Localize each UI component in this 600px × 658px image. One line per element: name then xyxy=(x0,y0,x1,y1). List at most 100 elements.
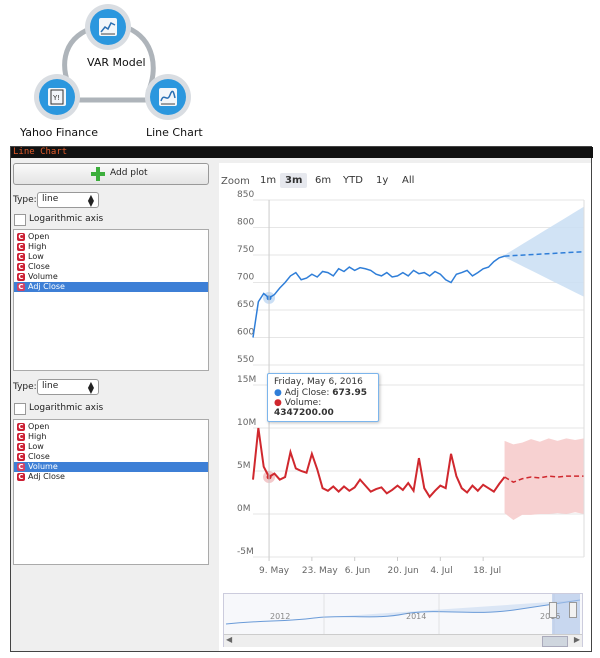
column-icon: C xyxy=(17,263,25,271)
log-axis-label-1: Logarithmic axis xyxy=(29,214,104,224)
x-tick-label: 20. Jun xyxy=(388,566,419,576)
line-chart-icon xyxy=(159,88,177,106)
navigator-handle-right[interactable] xyxy=(569,602,577,618)
series-list-2[interactable]: C Open C High C Low C Close C Volume C Adj Clo… xyxy=(13,419,209,565)
y-tick-label: 650 xyxy=(237,300,254,310)
forecast-band xyxy=(504,438,584,521)
list-item-selected[interactable]: C Adj Close xyxy=(14,282,208,292)
plus-icon xyxy=(91,167,105,181)
node-yahoo-finance[interactable]: Y! xyxy=(34,74,80,120)
column-icon: C xyxy=(17,243,25,251)
nav-year-2012: 2012 xyxy=(270,612,291,621)
tooltip-series1: ● Adj Close: 673.95 xyxy=(274,388,367,398)
log-axis-checkbox-2[interactable] xyxy=(14,403,26,415)
tooltip-date: Friday, May 6, 2016 xyxy=(274,377,363,387)
series-line xyxy=(252,427,506,499)
window-title: Line Chart xyxy=(11,147,593,158)
updown-arrows-icon: ▲ xyxy=(87,380,94,389)
column-icon: C xyxy=(17,233,25,241)
type-select-1-value: line xyxy=(42,194,59,204)
forecast-line xyxy=(504,475,584,484)
scroll-right-icon[interactable]: ▶ xyxy=(573,635,580,644)
column-icon: C xyxy=(17,423,25,431)
zoom-button-all[interactable]: All xyxy=(402,175,415,186)
column-icon: C xyxy=(17,273,25,281)
y-tick-label: 550 xyxy=(237,355,254,365)
node-var-model[interactable] xyxy=(85,4,131,50)
zoom-button-1y[interactable]: 1y xyxy=(376,175,389,186)
x-tick-label: 9. May xyxy=(259,566,290,576)
type-select-2-value: line xyxy=(42,381,59,391)
forecast-band xyxy=(504,206,584,297)
y-tick-label: 850 xyxy=(237,190,254,200)
node-yahoo-finance-label: Yahoo Finance xyxy=(20,126,98,139)
y-tick-label: 10M xyxy=(237,418,256,428)
forecast-line xyxy=(504,250,585,257)
series-line xyxy=(252,255,505,338)
y-tick-label: 5M xyxy=(237,461,251,471)
updown-arrows-icon: ▼ xyxy=(87,199,94,208)
zoom-button-1m[interactable]: 1m xyxy=(260,175,277,186)
column-icon: C xyxy=(17,283,25,291)
list-item[interactable]: C Adj Close xyxy=(17,472,65,481)
list-item-selected[interactable]: C Volume xyxy=(14,462,208,472)
yahoo-finance-icon: Y! xyxy=(48,88,66,106)
y-tick-label: -5M xyxy=(237,547,254,557)
list-item[interactable]: C Low xyxy=(17,442,44,451)
type-label-1: Type: xyxy=(13,195,37,205)
series1-bullet: ● xyxy=(274,388,282,398)
scrollbar-thumb[interactable] xyxy=(542,636,568,647)
y-tick-label: 800 xyxy=(237,218,254,228)
type-label-2: Type: xyxy=(13,382,37,392)
navigator-handle-left[interactable] xyxy=(549,602,557,618)
line-chart-window: Line Chart Add plot Type: line ▲ ▼ Logar… xyxy=(10,146,593,652)
tooltip-series2: ● Volume: 4347200.00 xyxy=(274,398,334,418)
list-item[interactable]: C Volume xyxy=(17,272,58,281)
y-tick-label: 750 xyxy=(237,245,254,255)
list-item[interactable]: C High xyxy=(17,432,47,441)
column-icon: C xyxy=(17,443,25,451)
stock-chart[interactable]: 550 600 650 700 750 800 850 -5M 0M 5M 10M 15M 9. May… xyxy=(219,163,591,583)
svg-text:Y!: Y! xyxy=(52,94,60,102)
navigator[interactable]: 2012 2014 2016 ◀ ▶ xyxy=(223,593,583,647)
type-select-2[interactable]: line ▲ ▼ xyxy=(37,379,99,395)
zoom-button-3m[interactable]: 3m xyxy=(280,173,308,188)
series-list-1[interactable]: C Open C High C Low C Close C Volume C Adj Clo… xyxy=(13,229,209,371)
chart-tooltip: Friday, May 6, 2016 ● Adj Close: 673.95 … xyxy=(267,373,379,422)
zoom-button-6m[interactable]: 6m xyxy=(315,175,332,186)
list-item[interactable]: C Close xyxy=(17,452,50,461)
column-icon: C xyxy=(17,253,25,261)
chart-area: Zoom 1m 3m 6m YTD 1y All 550 600 650 700 750… xyxy=(219,163,591,651)
series2-bullet: ● xyxy=(274,398,282,408)
y-tick-label: 0M xyxy=(237,504,251,514)
x-tick-label: 18. Jul xyxy=(473,566,501,576)
log-axis-label-2: Logarithmic axis xyxy=(29,403,104,413)
log-axis-checkbox-1[interactable] xyxy=(14,214,26,226)
column-icon: C xyxy=(17,463,25,471)
var-model-icon xyxy=(99,18,117,36)
updown-arrows-icon: ▼ xyxy=(87,386,94,395)
column-icon: C xyxy=(17,453,25,461)
y-tick-label: 15M xyxy=(237,375,256,385)
y-tick-label: 600 xyxy=(237,328,254,338)
node-line-chart[interactable] xyxy=(145,74,191,120)
type-select-1[interactable]: line ▲ ▼ xyxy=(37,192,99,208)
list-item[interactable]: C Low xyxy=(17,252,44,261)
navigator-scrollbar[interactable]: ◀ ▶ xyxy=(224,634,582,647)
nav-year-2014: 2014 xyxy=(406,612,427,621)
add-plot-label: Add plot xyxy=(110,168,148,178)
list-item[interactable]: C Open xyxy=(17,232,50,241)
zoom-label: Zoom xyxy=(221,176,250,187)
list-item[interactable]: C High xyxy=(17,242,47,251)
scroll-left-icon[interactable]: ◀ xyxy=(226,635,233,644)
add-plot-button[interactable]: Add plot xyxy=(13,163,209,185)
list-item[interactable]: C Open xyxy=(17,422,50,431)
list-item[interactable]: C Close xyxy=(17,262,50,271)
x-tick-label: 6. Jun xyxy=(345,566,371,576)
x-tick-label: 23. May xyxy=(302,566,338,576)
column-icon: C xyxy=(17,473,25,481)
updown-arrows-icon: ▲ xyxy=(87,193,94,202)
zoom-button-ytd[interactable]: YTD xyxy=(343,175,363,186)
x-tick-label: 4. Jul xyxy=(430,566,452,576)
node-line-chart-label: Line Chart xyxy=(146,126,203,139)
